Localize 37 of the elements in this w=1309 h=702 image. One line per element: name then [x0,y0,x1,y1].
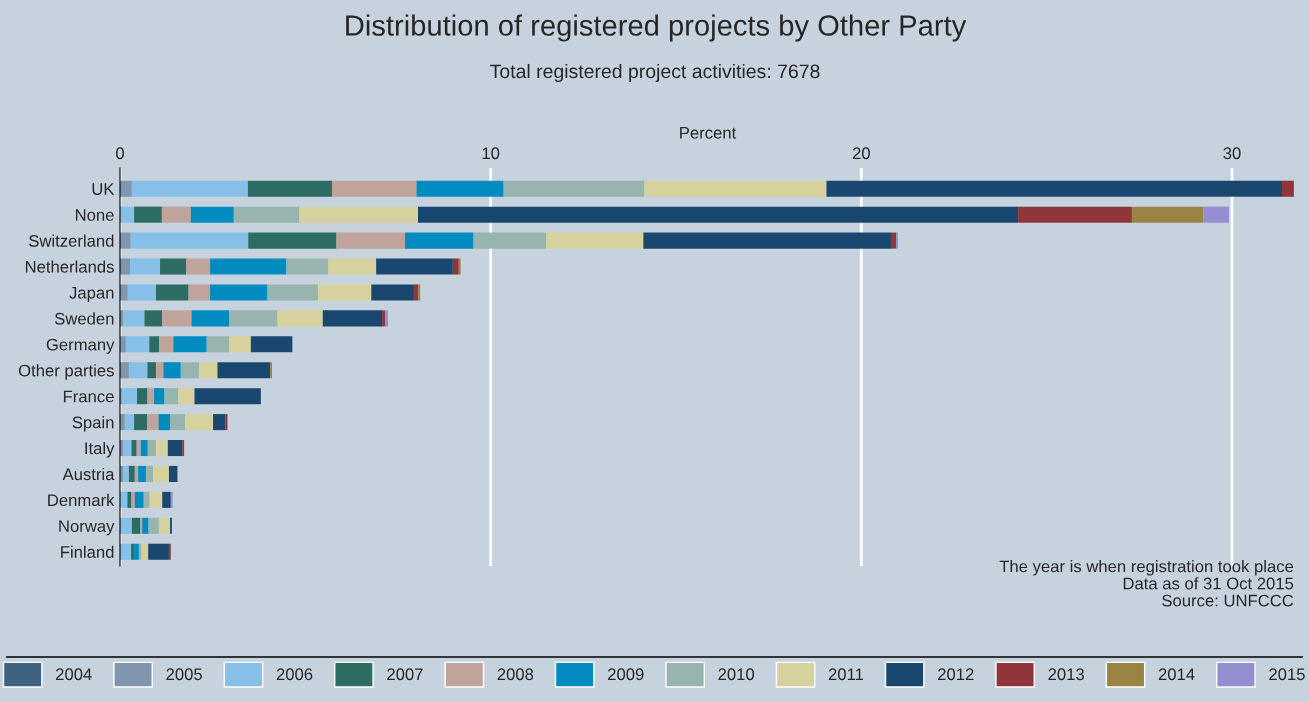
legend-label: 2013 [1048,668,1084,681]
y-tick-label: Italy [85,441,115,458]
legend-label: 2008 [497,668,534,681]
legend-label: 2004 [56,668,92,681]
y-tick-label: Denmark [48,493,115,507]
x-tick-label: 20 [852,147,870,160]
y-tick-label: Finland [61,545,114,558]
legend-label: 2014 [1158,668,1195,681]
legend-label: 2006 [276,668,313,681]
y-tick-label: UK [92,183,115,195]
legend-label: 2007 [387,668,423,681]
x-tick-label: 10 [482,147,500,160]
x-tick-label: 30 [1223,147,1241,160]
text: Data as of 31 Oct 2015 [1123,577,1294,590]
y-tick-label: Japan [69,287,114,302]
legend-label: 2005 [166,668,202,681]
legend-label: 2010 [718,668,755,681]
chart-subtitle: Total registered project activities: 7678 [490,63,820,83]
y-tick-label: Other parties [18,364,114,380]
chart-title: Distribution of registered projects by Other Party [346,14,967,42]
x-tick-label: 0 [116,147,124,160]
source-note: Source: UNFCCC [1162,594,1294,607]
y-tick-label: Spain [72,416,114,432]
legend-label: 2011 [828,668,864,681]
y-tick-label: Germany [46,338,115,354]
y-tick-label: Netherlands [25,260,114,273]
y-tick-label: France [63,390,114,403]
y-tick-label: None [75,209,114,221]
annotation: The year is when registration took place [999,560,1294,576]
y-tick-label: Switzerland [29,234,114,247]
y-tick-label: Sweden [54,312,114,325]
y-tick-label: Austria [62,467,115,481]
legend-label: 2015 [1269,668,1305,681]
x-axis-title: Percent [680,127,737,139]
legend-label: 2012 [938,668,974,681]
y-tick-label: Norway [59,520,115,536]
legend-label: 2009 [608,668,644,681]
